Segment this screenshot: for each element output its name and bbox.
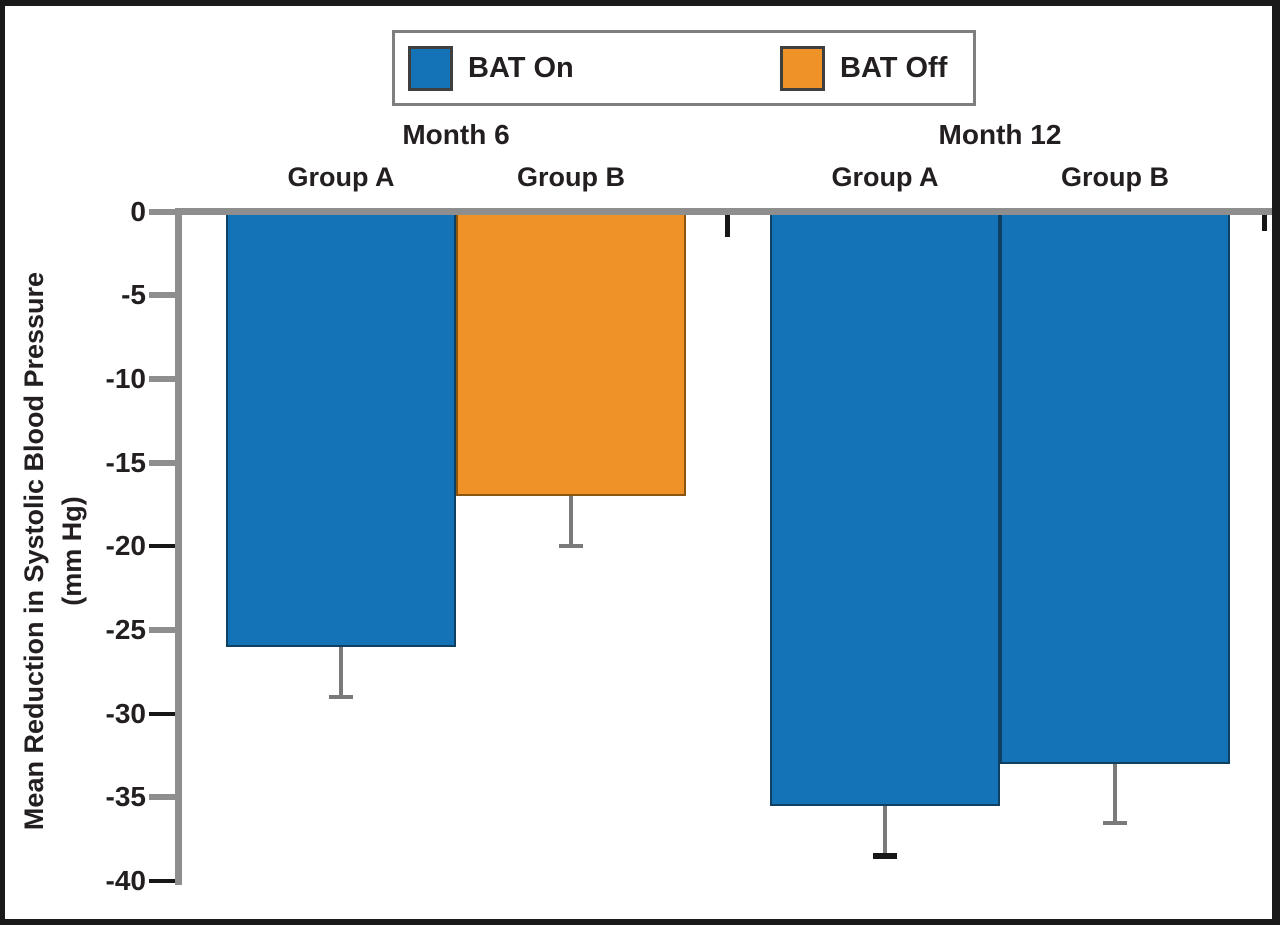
y-axis-tick (149, 544, 175, 549)
error-bar-cap (873, 852, 897, 859)
error-bar-cap (559, 544, 583, 549)
y-axis-tick (149, 459, 175, 466)
x-axis-line (175, 208, 1272, 215)
error-bar-line (883, 805, 887, 856)
y-axis-tick (149, 794, 175, 801)
legend-entry-bat-off: BAT Off (780, 33, 947, 103)
bar-column-label: Group B (517, 162, 625, 192)
y-axis-tick (149, 879, 175, 884)
y-tick-label: -35 (105, 781, 146, 813)
group-month-label: Month 6 (402, 119, 510, 150)
legend-label-bat-on: BAT On (468, 51, 574, 84)
bar-month6-groupa (226, 215, 456, 647)
y-tick-label: -20 (105, 530, 146, 562)
y-axis-title-line1: Mean Reduction in Systolic Blood Pressur… (19, 271, 49, 831)
error-bar-line (1113, 763, 1117, 823)
y-axis-tick (149, 208, 175, 215)
y-tick-label: -5 (121, 279, 146, 311)
bar-month6-groupb (456, 215, 686, 497)
legend-swatch-bat-on (408, 45, 453, 91)
legend-label-bat-off: BAT Off (840, 51, 948, 84)
y-axis-tick (149, 375, 175, 382)
y-tick-label: -40 (105, 865, 146, 897)
bar-column-label: Group A (287, 162, 395, 192)
error-bar-line (339, 646, 343, 697)
legend-entry-bat-on: BAT On (408, 33, 574, 103)
error-bar-cap (329, 694, 353, 699)
bar-column-label: Group B (1061, 162, 1169, 192)
y-tick-label: -25 (105, 614, 146, 645)
y-tick-label: -30 (105, 697, 146, 729)
bar-month12-groupa (770, 215, 1000, 806)
y-axis-tick (149, 292, 175, 299)
y-axis-tick (149, 711, 175, 716)
y-tick-label: 0 (130, 195, 146, 227)
bar-column-label: Group A (831, 162, 939, 192)
y-tick-label: -10 (105, 362, 146, 394)
legend: BAT On BAT Off (392, 30, 976, 106)
group-month-label: Month 12 (938, 119, 1062, 150)
y-tick-label: -15 (105, 446, 146, 478)
legend-swatch-bat-off (780, 45, 825, 91)
x-axis-tick-right (1262, 215, 1267, 231)
error-bar-line (569, 496, 573, 547)
x-axis-tick-separator (725, 215, 730, 237)
y-axis-tick (149, 627, 175, 633)
y-axis-line (175, 208, 182, 885)
bar-month12-groupb (1000, 215, 1230, 764)
error-bar-cap (1103, 820, 1127, 825)
